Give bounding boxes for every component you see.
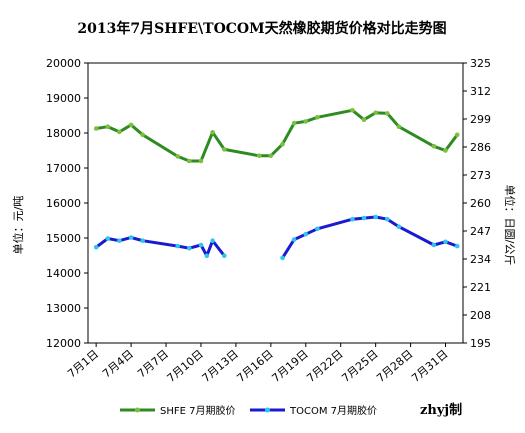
legend-tocom-marker (265, 407, 270, 413)
right-axis: 195 208 221 234 247 260 273 286 299 312 325 (463, 57, 491, 350)
data-point-tocom (303, 231, 309, 237)
left-tick-label: 14000 (46, 267, 81, 280)
data-point-tocom (373, 214, 379, 220)
data-point-shfe (128, 122, 134, 128)
data-point-tocom (204, 253, 210, 259)
data-point-shfe (373, 110, 379, 115)
right-tick-label: 234 (470, 253, 491, 266)
right-tick-label: 273 (470, 169, 491, 182)
left-tick-label: 12000 (46, 337, 81, 350)
data-point-shfe (361, 117, 367, 122)
data-point-tocom (175, 243, 180, 249)
data-point-tocom (431, 242, 437, 248)
data-point-shfe (187, 158, 192, 164)
right-tick-label: 195 (470, 337, 491, 350)
right-tick-label: 260 (470, 197, 491, 210)
legend: SHFE 7月期胶价 TOCOM 7月期胶价 (120, 404, 377, 417)
right-tick-label: 221 (470, 281, 491, 294)
legend-shfe-label: SHFE 7月期胶价 (160, 404, 235, 417)
left-tick-label: 20000 (46, 57, 81, 70)
data-point-shfe (117, 129, 122, 135)
left-tick-label: 17000 (46, 162, 81, 175)
data-point-tocom (117, 238, 122, 243)
legend-shfe-marker (135, 407, 140, 413)
left-axis-label: 单位：元/吨 (11, 196, 25, 255)
series-line-shfe (95, 108, 459, 163)
right-tick-label: 299 (470, 113, 491, 126)
data-point-shfe (431, 144, 437, 149)
left-tick-label: 16000 (46, 197, 81, 210)
data-point-tocom (291, 237, 297, 242)
data-point-tocom (140, 238, 145, 243)
data-point-shfe (291, 120, 297, 126)
data-point-shfe (93, 126, 99, 131)
data-point-tocom (210, 238, 215, 243)
data-point-shfe (222, 147, 227, 152)
data-point-shfe (350, 108, 355, 113)
data-point-tocom (198, 242, 204, 248)
data-point-tocom (454, 243, 460, 249)
data-point-tocom (315, 226, 320, 232)
data-point-tocom (443, 239, 448, 245)
right-tick-label: 325 (470, 57, 491, 70)
credit-text: zhyj制 (420, 402, 462, 418)
data-point-tocom (280, 255, 285, 261)
data-point-tocom (93, 244, 99, 250)
data-point-shfe (210, 130, 215, 135)
data-point-tocom (361, 215, 367, 221)
data-point-shfe (175, 154, 180, 159)
right-tick-label: 208 (470, 309, 491, 322)
data-point-shfe (303, 119, 309, 124)
left-tick-label: 15000 (46, 232, 81, 245)
left-axis: 12000 13000 14000 15000 16000 17000 18000 19000… (46, 57, 88, 350)
data-point-shfe (280, 141, 285, 147)
data-point-tocom (385, 216, 390, 222)
chart-title: 2013年7月SHFE\TOCOM天然橡胶期货价格对比走势图 (77, 20, 446, 37)
series-layer (93, 108, 460, 261)
right-tick-label: 312 (470, 85, 491, 98)
data-point-tocom (396, 224, 402, 229)
data-point-shfe (105, 124, 111, 129)
data-point-tocom (128, 235, 134, 240)
data-point-shfe (396, 124, 402, 129)
data-point-shfe (454, 132, 460, 138)
data-point-shfe (443, 148, 448, 153)
left-tick-label: 18000 (46, 127, 81, 140)
left-tick-label: 13000 (46, 302, 81, 315)
data-point-shfe (140, 132, 145, 138)
data-point-shfe (198, 158, 204, 164)
left-tick-label: 19000 (46, 92, 81, 105)
right-axis-label: 单位：日圆/公斤 (503, 185, 517, 266)
data-point-shfe (385, 111, 390, 116)
data-point-shfe (315, 115, 320, 120)
data-point-shfe (256, 153, 262, 159)
legend-tocom-label: TOCOM 7月期胶价 (289, 404, 377, 417)
data-point-tocom (187, 245, 192, 251)
right-tick-label: 286 (470, 141, 491, 154)
right-tick-label: 247 (470, 225, 491, 238)
data-point-shfe (268, 153, 274, 159)
data-point-tocom (222, 253, 227, 259)
data-point-tocom (350, 216, 355, 222)
data-point-tocom (105, 236, 111, 241)
